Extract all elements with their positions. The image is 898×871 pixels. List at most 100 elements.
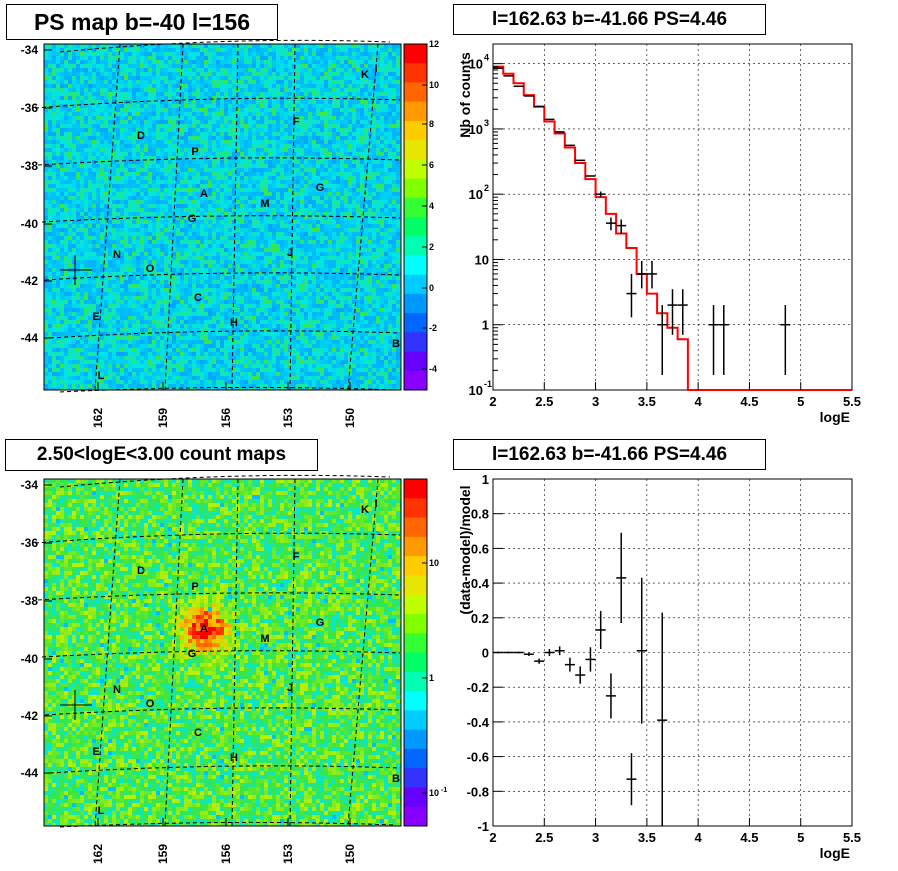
map-pixel	[156, 192, 160, 196]
map-pixel	[244, 124, 248, 128]
map-pixel	[72, 240, 76, 244]
map-pixel	[124, 224, 128, 228]
map-pixel	[156, 228, 160, 232]
map-pixel	[332, 44, 336, 48]
map-pixel	[324, 96, 328, 100]
map-pixel	[180, 220, 184, 224]
map-pixel	[272, 172, 276, 176]
map-pixel	[96, 144, 100, 148]
map-pixel	[108, 164, 112, 168]
map-pixel	[84, 116, 88, 120]
map-pixel	[216, 44, 220, 48]
map-pixel	[292, 212, 296, 216]
map-pixel	[116, 104, 120, 108]
map-pixel	[232, 108, 236, 112]
map-pixel	[368, 228, 372, 232]
map-pixel	[140, 256, 144, 260]
map-pixel	[144, 44, 148, 48]
map-pixel	[168, 248, 172, 252]
map-pixel	[272, 112, 276, 116]
map-pixel	[232, 256, 236, 260]
map-pixel	[112, 92, 116, 96]
map-pixel	[292, 200, 296, 204]
map-pixel	[392, 56, 396, 60]
map-pixel	[80, 108, 84, 112]
map-pixel	[208, 112, 212, 116]
map-pixel	[84, 200, 88, 204]
map-pixel	[172, 156, 176, 160]
map-pixel	[296, 172, 300, 176]
map-pixel	[308, 216, 312, 220]
map-pixel	[296, 240, 300, 244]
map-pixel	[280, 132, 284, 136]
map-pixel	[256, 252, 260, 256]
map-pixel	[288, 228, 292, 232]
map-pixel	[336, 96, 340, 100]
map-pixel	[124, 104, 128, 108]
map-pixel	[168, 240, 172, 244]
map-pixel	[92, 136, 96, 140]
map-pixel	[284, 140, 288, 144]
map-pixel	[368, 44, 372, 48]
map-pixel	[112, 44, 116, 48]
map-pixel	[156, 168, 160, 172]
map-pixel	[328, 244, 332, 248]
map-pixel	[204, 220, 208, 224]
map-pixel	[176, 44, 180, 48]
map-pixel	[324, 44, 328, 48]
map-pixel	[324, 108, 328, 112]
map-pixel	[68, 96, 72, 100]
map-pixel	[68, 168, 72, 172]
map-pixel	[344, 88, 348, 92]
map-pixel	[224, 180, 228, 184]
map-pixel	[112, 132, 116, 136]
map-pixel	[88, 136, 92, 140]
map-pixel	[256, 224, 260, 228]
map-pixel	[96, 48, 100, 52]
map-pixel	[344, 108, 348, 112]
map-pixel	[168, 128, 172, 132]
map-pixel	[88, 92, 92, 96]
map-pixel	[204, 236, 208, 240]
map-pixel	[108, 84, 112, 88]
map-pixel	[132, 140, 136, 144]
map-pixel	[204, 100, 208, 104]
map-pixel	[96, 212, 100, 216]
map-pixel	[244, 220, 248, 224]
map-pixel	[144, 136, 148, 140]
map-pixel	[244, 132, 248, 136]
map-pixel	[180, 76, 184, 80]
map-pixel	[268, 208, 272, 212]
map-pixel	[184, 176, 188, 180]
map-pixel	[368, 148, 372, 152]
map-pixel	[144, 204, 148, 208]
map-pixel	[56, 256, 60, 260]
map-pixel	[100, 256, 104, 260]
map-pixel	[104, 224, 108, 228]
map-pixel	[212, 76, 216, 80]
map-pixel	[88, 60, 92, 64]
map-pixel	[148, 100, 152, 104]
map-pixel	[392, 148, 396, 152]
map-pixel	[136, 256, 140, 260]
map-pixel	[284, 188, 288, 192]
map-pixel	[252, 244, 256, 248]
map-pixel	[160, 48, 164, 52]
map-pixel	[108, 140, 112, 144]
map-pixel	[176, 236, 180, 240]
map-pixel	[340, 60, 344, 64]
map-pixel	[236, 112, 240, 116]
map-pixel	[324, 244, 328, 248]
map-pixel	[196, 144, 200, 148]
map-pixel	[120, 136, 124, 140]
map-pixel	[176, 88, 180, 92]
map-pixel	[392, 160, 396, 164]
map-pixel	[268, 108, 272, 112]
map-pixel	[352, 56, 356, 60]
map-pixel	[352, 196, 356, 200]
map-pixel	[232, 80, 236, 84]
map-pixel	[132, 160, 136, 164]
map-pixel	[120, 224, 124, 228]
map-pixel	[364, 92, 368, 96]
map-pixel	[192, 236, 196, 240]
